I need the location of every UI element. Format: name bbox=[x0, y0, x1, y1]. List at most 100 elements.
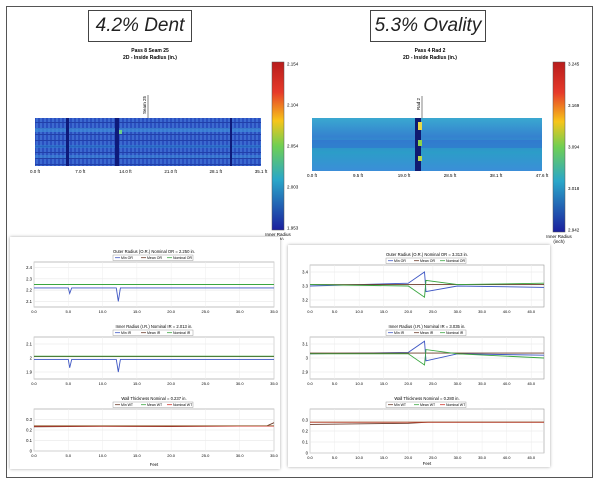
left-outer-title: Outer Radius (O.R.) Nominal OR = 2.250 i… bbox=[113, 249, 195, 254]
right-line-panel: Outer Radius (O.R.) Nominal OR = 3.313 i… bbox=[288, 245, 550, 467]
left-wall-x-tick: 30.0 bbox=[236, 453, 245, 458]
right-wall-y-tick: 0 bbox=[306, 451, 309, 456]
left-heatmap-x-tick: 28.1 ft bbox=[210, 169, 223, 174]
left-inner-y-tick: 1.9 bbox=[26, 370, 32, 375]
left-x-axis-title: Feet bbox=[150, 462, 159, 467]
left-wall-legend-item: Mean WT bbox=[147, 403, 163, 407]
right-outer-x-tick: 40.0 bbox=[503, 309, 512, 314]
left-outer-chart: Outer Radius (O.R.) Nominal OR = 2.250 i… bbox=[26, 249, 278, 314]
right-outer-x-tick: 45.0 bbox=[527, 309, 536, 314]
right-colorbar bbox=[552, 61, 566, 233]
right-heatmap-x-tick: 0.0 ft bbox=[307, 173, 318, 178]
right-inner-legend-item: Min IR bbox=[394, 331, 405, 335]
right-ovality-highlight bbox=[418, 140, 422, 146]
right-ovality-highlight bbox=[418, 156, 422, 161]
right-inner-chart: Inner Radius (I.R.) Nominal IR = 3.035 i… bbox=[302, 324, 545, 386]
right-outer-legend-item: Mean OR bbox=[420, 259, 435, 263]
left-wall-y-tick: 0 bbox=[30, 449, 33, 454]
right-inner-x-tick: 5.0 bbox=[332, 381, 338, 386]
left-outer-legend bbox=[112, 254, 194, 261]
right-wall-y-tick: 0.1 bbox=[302, 440, 308, 445]
right-inner-x-tick: 30.0 bbox=[454, 381, 463, 386]
left-outer-x-tick: 35.0 bbox=[270, 309, 279, 314]
right-outer-x-tick: 25.0 bbox=[429, 309, 438, 314]
figure-frame bbox=[6, 6, 593, 478]
right-title: 5.3% Ovality bbox=[370, 10, 486, 42]
right-inner-legend-item: Mean IR bbox=[420, 331, 434, 335]
left-colorbar-tick: 2.054 bbox=[287, 144, 299, 149]
left-inner-x-tick: 15.0 bbox=[133, 381, 142, 386]
left-inner-x-tick: 5.0 bbox=[66, 381, 72, 386]
right-wall-x-tick: 25.0 bbox=[429, 455, 438, 460]
right-colorbar-tick: 3.094 bbox=[568, 145, 580, 150]
left-outer-x-tick: 25.0 bbox=[202, 309, 211, 314]
left-outer-x-tick: 15.0 bbox=[133, 309, 142, 314]
right-wall-x-tick: 5.0 bbox=[332, 455, 338, 460]
left-wall-x-tick: 25.0 bbox=[202, 453, 211, 458]
left-colorbar-tick: 2.104 bbox=[287, 103, 299, 108]
right-colorbar-tick: 3.018 bbox=[568, 186, 580, 191]
left-inner-x-tick: 30.0 bbox=[236, 381, 245, 386]
left-wall-x-tick: 10.0 bbox=[99, 453, 108, 458]
left-outer-x-tick: 30.0 bbox=[236, 309, 245, 314]
right-inner-y-tick: 3 bbox=[306, 356, 309, 361]
left-wall-x-tick: 15.0 bbox=[133, 453, 142, 458]
right-heatmap-x-tick: 9.5 ft bbox=[353, 173, 364, 178]
left-wall-x-tick: 20.0 bbox=[167, 453, 176, 458]
right-inner-x-tick: 45.0 bbox=[527, 381, 536, 386]
left-outer-y-tick: 2.4 bbox=[26, 265, 32, 270]
left-wall-chart: Wall Thickness Nominal = 0.237 in. Min WT… bbox=[26, 396, 278, 458]
right-inner-series-min-ir bbox=[309, 340, 545, 362]
right-inner-series-nominal-ir bbox=[310, 349, 545, 366]
right-wall-legend-item: Min WT bbox=[394, 403, 407, 407]
right-inner-x-tick: 10.0 bbox=[355, 381, 364, 386]
left-wall-x-tick: 0.0 bbox=[31, 453, 37, 458]
right-heatmap-x-tick: 19.0 ft bbox=[398, 173, 411, 178]
left-outer-legend-item: Mean OR bbox=[147, 256, 162, 260]
left-inner-legend bbox=[112, 329, 194, 336]
right-ovality-highlight bbox=[418, 122, 422, 130]
right-outer-legend-item: Min OR bbox=[394, 259, 406, 263]
right-outer-y-tick: 3.4 bbox=[302, 270, 308, 275]
left-inner-x-tick: 35.0 bbox=[270, 381, 279, 386]
left-inner-series-min-ir bbox=[34, 358, 274, 373]
right-inner-x-tick: 15.0 bbox=[380, 381, 389, 386]
left-inner-x-tick: 20.0 bbox=[167, 381, 176, 386]
left-outer-legend-item: Nominal OR bbox=[173, 256, 193, 260]
right-inner-title: Inner Radius (I.R.) Nominal IR = 3.035 i… bbox=[389, 324, 466, 329]
right-inner-x-tick: 20.0 bbox=[404, 381, 413, 386]
left-line-panel: Outer Radius (O.R.) Nominal OR = 2.250 i… bbox=[10, 237, 280, 469]
right-outer-series-min-or bbox=[309, 271, 545, 293]
right-inner-y-tick: 2.9 bbox=[302, 370, 308, 375]
left-dent-stripe bbox=[66, 118, 69, 166]
right-colorbar-label: Inner Radius bbox=[546, 234, 572, 239]
right-outer-x-tick: 5.0 bbox=[332, 309, 338, 314]
right-colorbar-tick: 3.245 bbox=[568, 62, 580, 67]
left-heatmap-band bbox=[35, 145, 261, 148]
left-outer-y-tick: 2.3 bbox=[26, 276, 32, 281]
right-outer-series-nominal-or bbox=[309, 279, 545, 299]
right-inner-y-tick: 3.1 bbox=[302, 342, 308, 347]
left-wall-title: Wall Thickness Nominal = 0.237 in. bbox=[121, 396, 186, 401]
right-wall-x-tick: 15.0 bbox=[380, 455, 389, 460]
left-wall-legend-item: Nominal WT bbox=[173, 403, 193, 407]
left-wall-legend bbox=[112, 401, 194, 408]
right-outer-x-tick: 20.0 bbox=[404, 309, 413, 314]
left-wall-legend-item: Min WT bbox=[121, 403, 134, 407]
right-inner-legend-item: Nominal IR bbox=[446, 331, 464, 335]
left-outer-series-min-or bbox=[34, 287, 274, 302]
left-heatmap-x-tick: 35.1 ft bbox=[255, 169, 268, 174]
right-wall-x-tick: 20.0 bbox=[404, 455, 413, 460]
right-wall-x-tick: 30.0 bbox=[454, 455, 463, 460]
left-colorbar-tick: 2.154 bbox=[287, 62, 299, 67]
right-x-axis-title: Feet bbox=[423, 461, 432, 466]
right-inner-x-tick: 40.0 bbox=[503, 381, 512, 386]
left-outer-x-tick: 0.0 bbox=[31, 309, 37, 314]
right-outer-legend bbox=[385, 257, 467, 264]
right-heatmap-subtitle: 2D - Inside Radius (in.) bbox=[403, 55, 457, 61]
right-wall-y-tick: 0.2 bbox=[302, 429, 308, 434]
right-outer-chart: Outer Radius (O.R.) Nominal OR = 3.313 i… bbox=[302, 252, 545, 314]
left-wall-x-tick: 35.0 bbox=[270, 453, 279, 458]
left-heatmap: Pass 8 Seam 25 2D - Inside Radius (in.) … bbox=[30, 48, 299, 240]
left-heatmap-title: Pass 8 Seam 25 bbox=[131, 48, 169, 54]
